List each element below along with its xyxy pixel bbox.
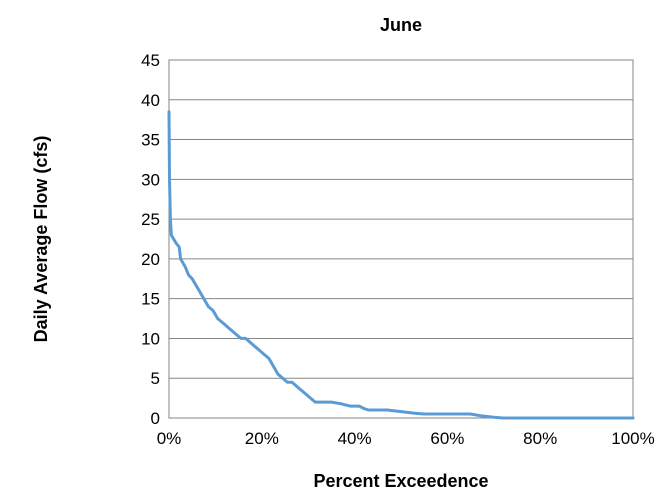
x-tick-label: 20% xyxy=(245,429,279,448)
y-axis-title: Daily Average Flow (cfs) xyxy=(31,136,51,343)
y-tick-label: 5 xyxy=(151,369,160,388)
y-tick-label: 45 xyxy=(141,51,160,70)
y-tick-label: 35 xyxy=(141,131,160,150)
y-tick-label: 20 xyxy=(141,250,160,269)
x-tick-label: 0% xyxy=(157,429,182,448)
x-axis-title: Percent Exceedence xyxy=(313,471,488,491)
data-series xyxy=(167,110,635,420)
y-tick-label: 25 xyxy=(141,210,160,229)
y-tick-label: 30 xyxy=(141,170,160,189)
y-tick-label: 40 xyxy=(141,91,160,110)
y-axis-tick-labels: 0 5 10 15 20 25 30 35 40 45 xyxy=(141,51,160,428)
x-axis-tick-labels: 0% 20% 40% 60% 80% 100% xyxy=(157,429,655,448)
x-tick-label: 80% xyxy=(523,429,557,448)
x-tick-label: 60% xyxy=(430,429,464,448)
y-tick-label: 15 xyxy=(141,290,160,309)
y-tick-label: 0 xyxy=(151,409,160,428)
series-line xyxy=(167,110,635,420)
chart-title: June xyxy=(380,15,422,35)
plot-area-border xyxy=(168,59,634,419)
x-tick-label: 100% xyxy=(611,429,654,448)
y-tick-label: 10 xyxy=(141,329,160,348)
x-tick-label: 40% xyxy=(338,429,372,448)
